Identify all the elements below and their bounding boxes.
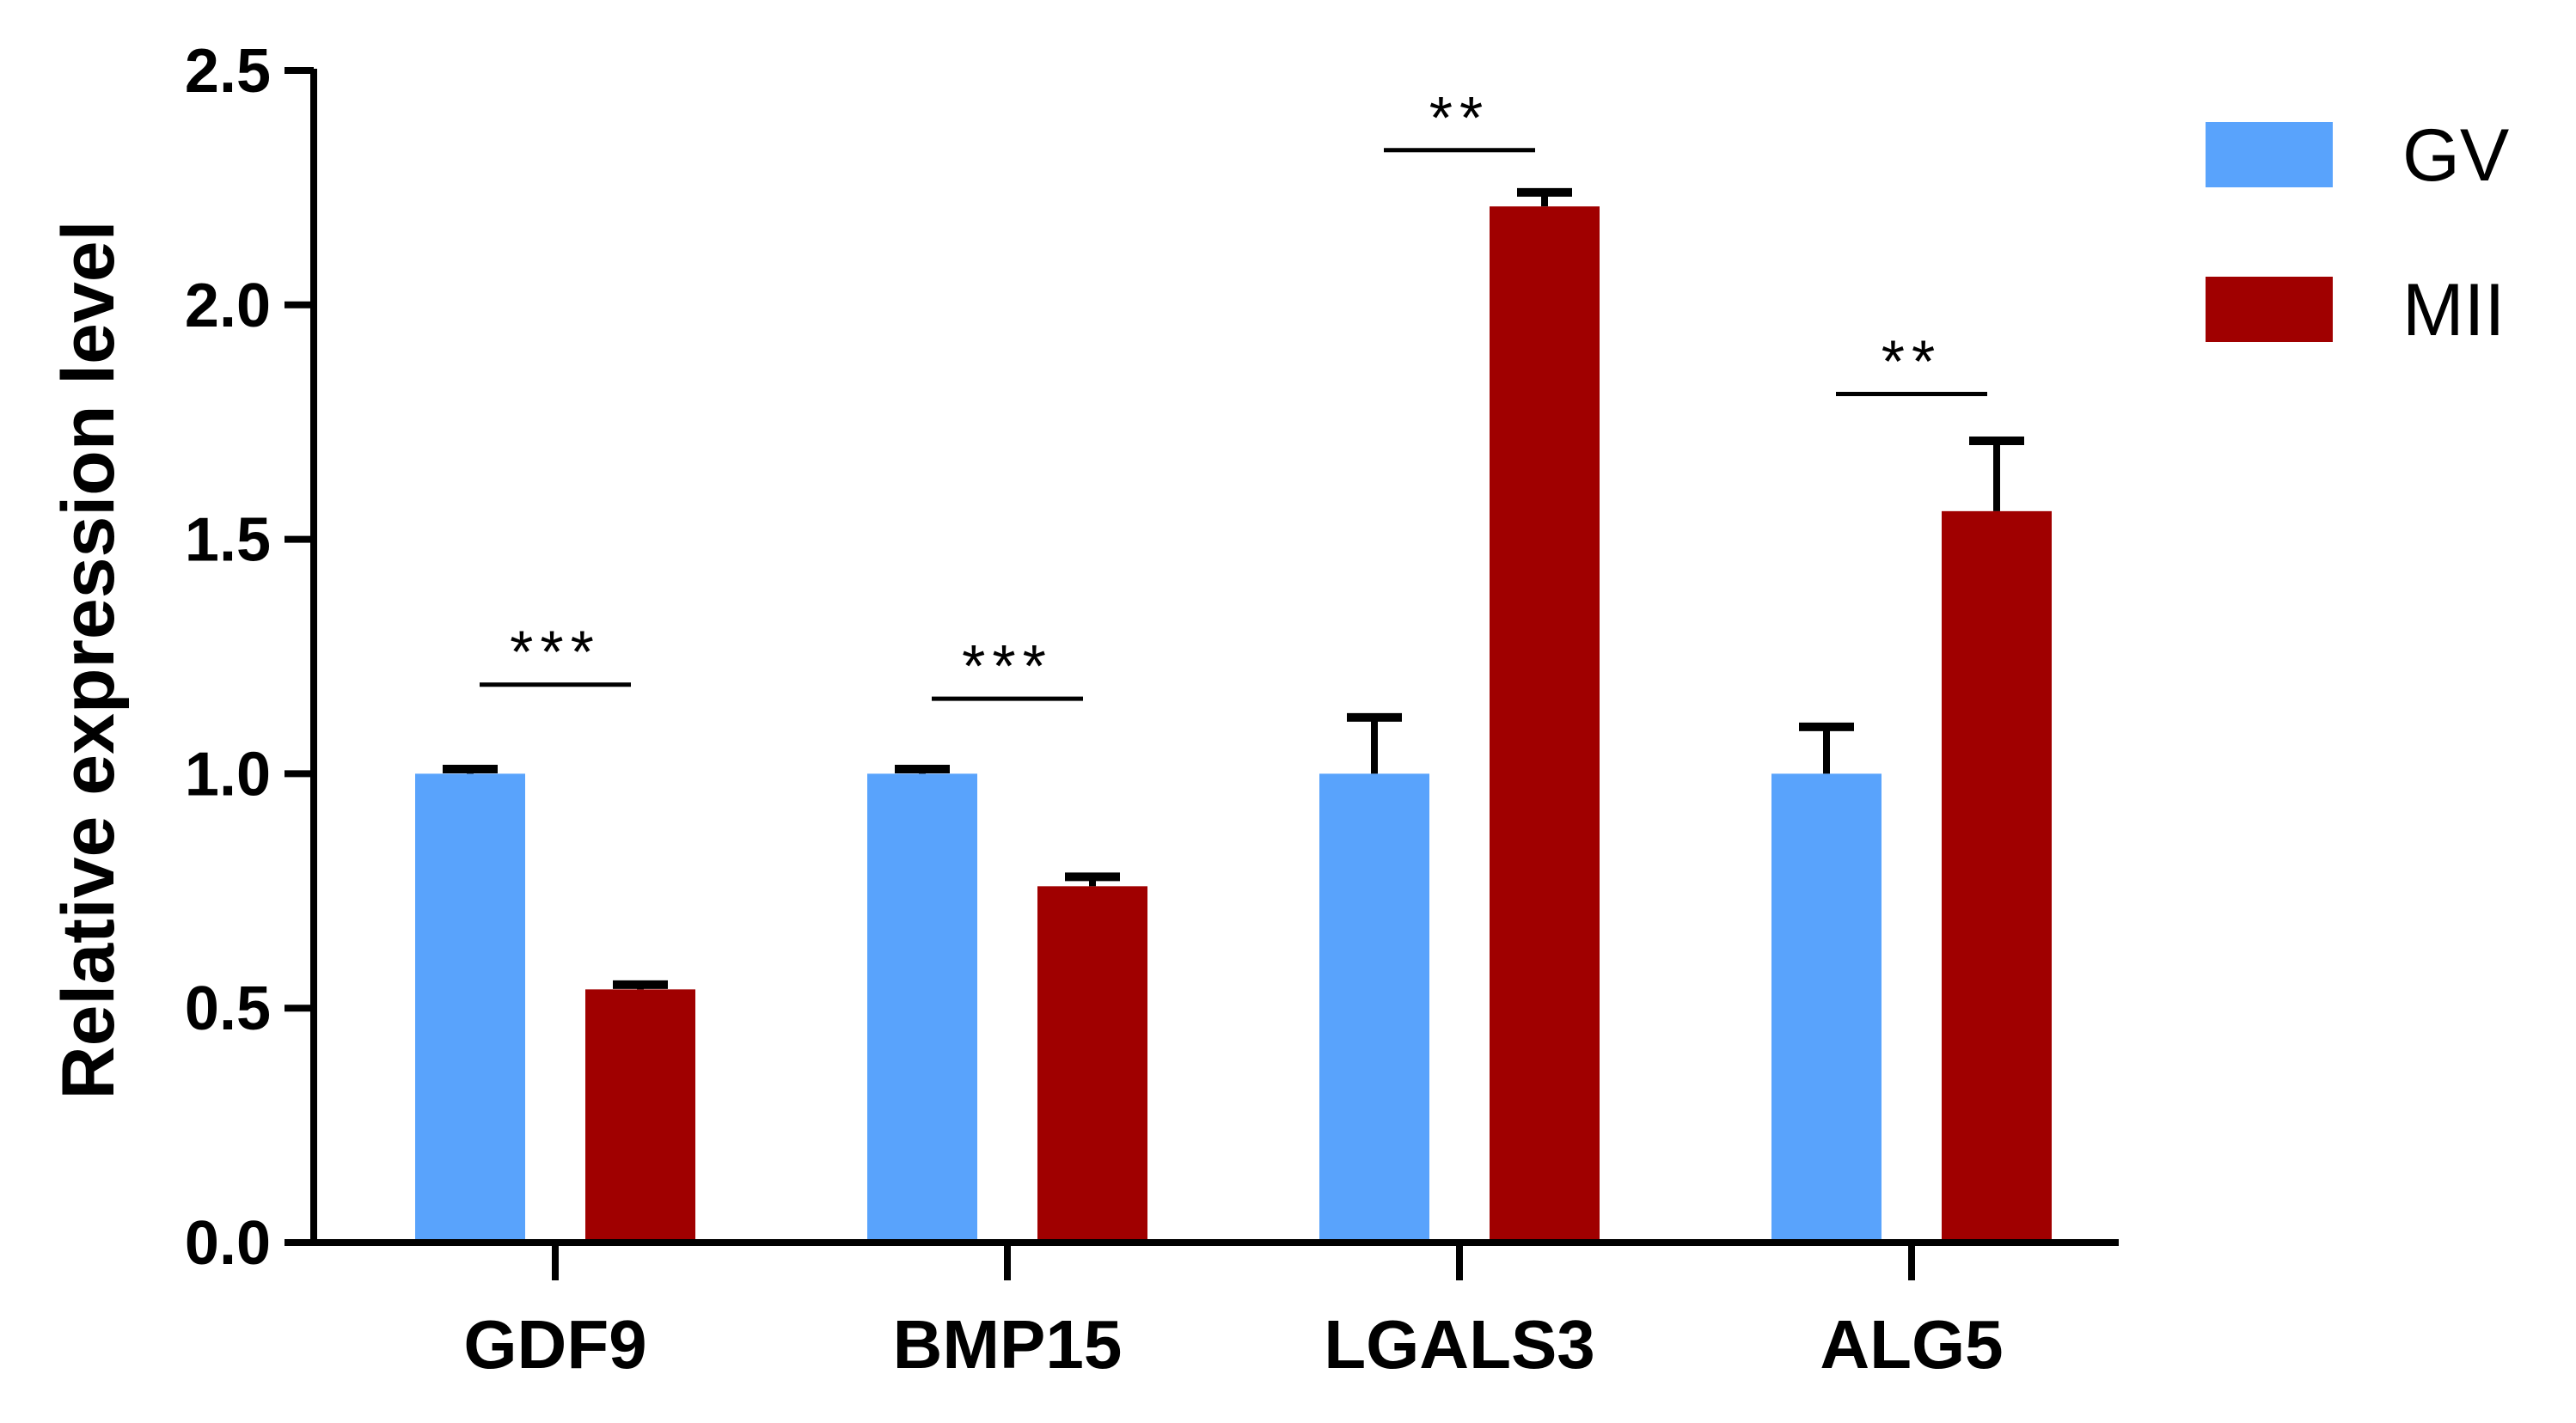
y-tick-label: 1.5: [185, 506, 271, 575]
y-tick-label: 0.5: [185, 974, 271, 1043]
significance-label: ***: [962, 632, 1053, 699]
bar-gv-lgals3: [1319, 773, 1429, 1243]
bar-mii-alg5: [1942, 510, 2052, 1243]
significance-label: ***: [510, 619, 601, 686]
error-bars-layer: [443, 187, 2024, 990]
legend-item-mii: MII: [2206, 269, 2505, 351]
axes-layer: 0.0 0.5 1.0 1.5 2.0 2.5 GDF9 BMP15 LGALS3 ALG5: [185, 37, 2119, 1383]
y-tick-label: 2.0: [185, 272, 271, 340]
error-bar-mii-lgals3: [1517, 187, 1572, 207]
bar-mii-lgals3: [1490, 206, 1600, 1243]
legend-item-gv: GV: [2206, 114, 2509, 197]
significance-bmp15: ***: [932, 632, 1083, 701]
legend: GV MII: [2206, 114, 2509, 351]
significance-alg5: **: [1836, 327, 1987, 396]
error-bar-mii-alg5: [1969, 437, 2024, 511]
error-bar-mii-bmp15: [1065, 872, 1120, 887]
x-tick-label-lgals3: LGALS3: [1324, 1306, 1595, 1383]
error-bar-gv-alg5: [1799, 722, 1854, 774]
bar-mii-gdf9: [585, 989, 695, 1243]
legend-label-mii: MII: [2402, 269, 2505, 351]
legend-swatch-gv: [2206, 122, 2333, 187]
legend-swatch-mii: [2206, 277, 2333, 342]
bars-layer: [415, 206, 2052, 1243]
bar-gv-alg5: [1771, 773, 1882, 1243]
bar-mii-bmp15: [1037, 886, 1147, 1243]
legend-label-gv: GV: [2402, 114, 2509, 197]
y-tick-label: 0.0: [185, 1209, 271, 1278]
x-tick-label-alg5: ALG5: [1820, 1306, 2003, 1383]
significance-label: **: [1882, 327, 1942, 394]
significance-layer: *** *******: [480, 84, 1987, 701]
bar-gv-gdf9: [415, 773, 525, 1243]
x-tick-label-gdf9: GDF9: [463, 1306, 646, 1383]
error-bar-gv-gdf9: [443, 764, 498, 774]
y-tick-label: 1.0: [185, 740, 271, 809]
y-axis-title: Relative expression level: [47, 220, 130, 1099]
y-tick-label: 2.5: [185, 37, 271, 106]
significance-label: **: [1429, 84, 1490, 151]
x-tick-label-bmp15: BMP15: [893, 1306, 1123, 1383]
bar-gv-bmp15: [867, 773, 977, 1243]
significance-gdf9: ***: [480, 619, 631, 687]
significance-lgals3: **: [1384, 84, 1535, 153]
error-bar-gv-lgals3: [1347, 712, 1402, 774]
error-bar-gv-bmp15: [895, 764, 950, 774]
error-bar-mii-gdf9: [613, 980, 668, 990]
